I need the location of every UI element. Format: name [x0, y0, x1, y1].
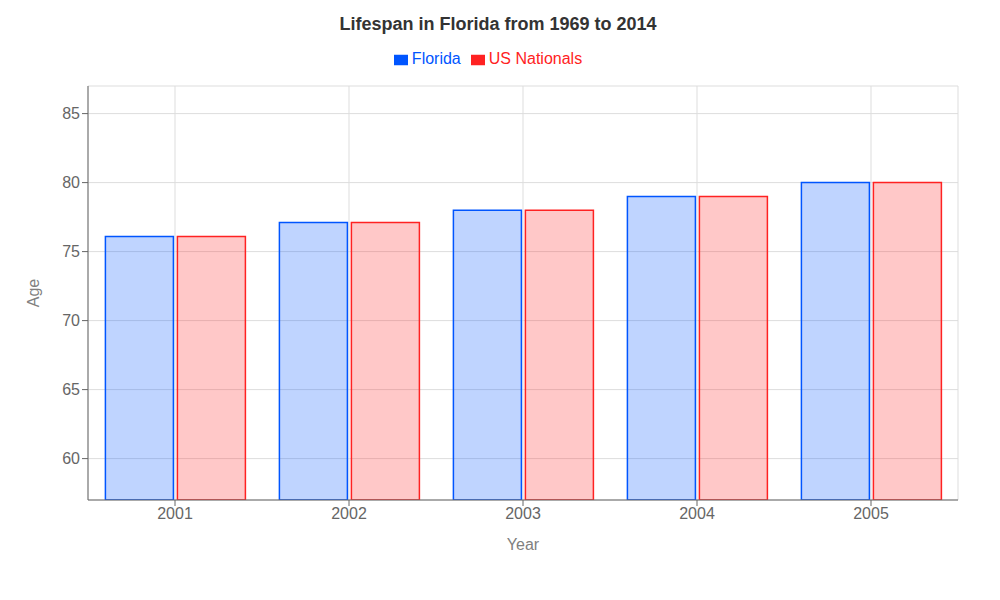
html-text:US Nationals: US Nationals	[488, 50, 583, 67]
svg-text:75: 75	[62, 243, 80, 260]
svg-text:2003: 2003	[505, 505, 541, 522]
svg-text:65: 65	[62, 381, 80, 398]
svg-text:70: 70	[62, 312, 80, 329]
html-text:Florida: Florida	[411, 50, 461, 67]
svg-text:2005: 2005	[853, 505, 889, 522]
html-text:Lifespan in Florida from 1969: Lifespan in Florida from 1969 to 2014	[339, 14, 657, 34]
svg-text:85: 85	[62, 105, 80, 122]
svg-text:2004: 2004	[679, 505, 715, 522]
svg-text:2002: 2002	[331, 505, 367, 522]
svg-text:80: 80	[62, 174, 80, 191]
svg-text:Age: Age	[25, 279, 42, 308]
svg-text:2001: 2001	[157, 505, 193, 522]
svg-text:Year: Year	[507, 536, 540, 553]
svg-text:60: 60	[62, 450, 80, 467]
